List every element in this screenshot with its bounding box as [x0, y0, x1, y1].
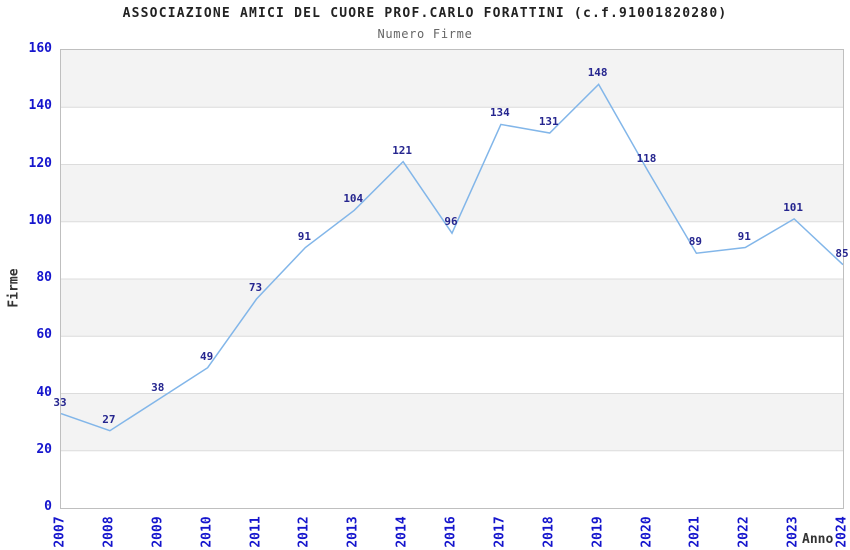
x-tick-label: 2017: [492, 516, 508, 548]
x-tick-label: 2019: [590, 516, 606, 548]
data-label: 91: [297, 229, 311, 243]
x-tick-label: 2010: [199, 516, 215, 548]
y-tick-label: 0: [44, 499, 52, 514]
x-tick-label: 2011: [248, 516, 263, 548]
plot-area: [60, 49, 844, 509]
chart-subtitle: Numero Firme: [377, 27, 473, 41]
data-label: 131: [538, 115, 559, 128]
data-label: 148: [587, 66, 608, 80]
y-tick-label: 160: [28, 41, 52, 56]
y-tick-label: 20: [36, 441, 52, 457]
data-label: 91: [737, 229, 751, 243]
data-label: 101: [783, 200, 804, 214]
data-label: 85: [835, 246, 849, 260]
grid-band: [61, 393, 843, 451]
x-tick-label: 2021: [687, 516, 703, 548]
x-tick-label: 2014: [394, 516, 410, 548]
y-tick-label: 100: [28, 212, 52, 228]
line-series-svg: [61, 50, 843, 452]
x-tick-label: 2007: [52, 516, 68, 548]
x-tick-label: 2012: [296, 516, 312, 548]
y-tick-label: 80: [36, 270, 52, 285]
x-tick-label: 2020: [639, 516, 654, 548]
data-label: 89: [688, 235, 702, 249]
data-label: 118: [636, 152, 657, 166]
data-label: 96: [444, 215, 458, 229]
x-axis-title: Anno: [802, 532, 834, 547]
series-line: [61, 83, 843, 432]
x-tick-label: 2023: [785, 516, 801, 548]
x-tick-label: 2024: [834, 516, 850, 548]
data-label: 38: [151, 381, 165, 395]
x-tick-label: 2013: [345, 516, 361, 548]
data-label: 104: [343, 192, 364, 206]
data-label: 73: [248, 281, 263, 295]
y-tick-label: 140: [28, 98, 52, 114]
grid-band: [61, 164, 843, 222]
x-tick-label: 2016: [443, 516, 459, 548]
data-label: 33: [53, 395, 67, 409]
y-tick-label: 120: [28, 155, 52, 171]
data-label: 49: [200, 349, 214, 363]
data-label: 27: [102, 412, 116, 426]
x-tick-label: 2018: [541, 516, 557, 548]
x-tick-label: 2008: [101, 516, 117, 548]
grid-band: [61, 50, 843, 108]
x-tick-label: 2009: [150, 516, 166, 548]
chart-title: ASSOCIAZIONE AMICI DEL CUORE PROF.CARLO …: [122, 6, 728, 21]
x-tick-label: 2022: [736, 516, 752, 548]
y-tick-label: 40: [36, 384, 52, 400]
y-tick-label: 60: [36, 327, 52, 343]
grid-band: [61, 279, 843, 337]
data-label: 134: [489, 106, 510, 120]
data-label: 121: [392, 143, 413, 157]
